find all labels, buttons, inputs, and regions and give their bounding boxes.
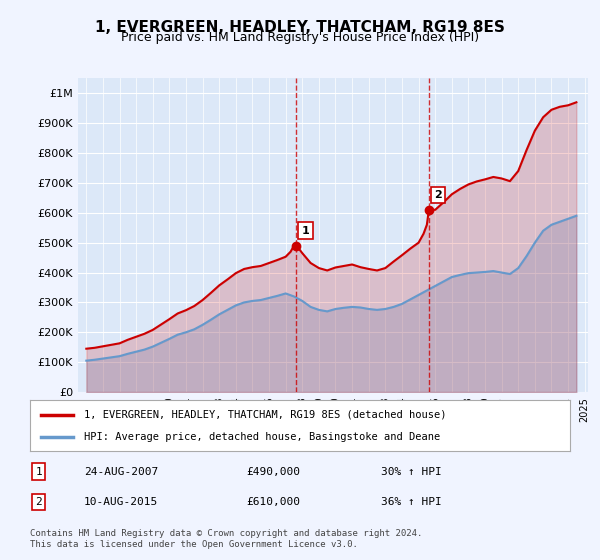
Text: 1: 1 [301,226,309,236]
Text: 1: 1 [35,467,42,477]
Text: HPI: Average price, detached house, Basingstoke and Deane: HPI: Average price, detached house, Basi… [84,432,440,442]
Text: 2: 2 [35,497,42,507]
Text: Price paid vs. HM Land Registry's House Price Index (HPI): Price paid vs. HM Land Registry's House … [121,31,479,44]
Text: 24-AUG-2007: 24-AUG-2007 [84,467,158,477]
Text: 30% ↑ HPI: 30% ↑ HPI [381,467,442,477]
Text: £490,000: £490,000 [246,467,300,477]
Text: 1, EVERGREEN, HEADLEY, THATCHAM, RG19 8ES: 1, EVERGREEN, HEADLEY, THATCHAM, RG19 8E… [95,20,505,35]
Text: 10-AUG-2015: 10-AUG-2015 [84,497,158,507]
Text: 2: 2 [434,190,442,200]
Text: £610,000: £610,000 [246,497,300,507]
Text: 1, EVERGREEN, HEADLEY, THATCHAM, RG19 8ES (detached house): 1, EVERGREEN, HEADLEY, THATCHAM, RG19 8E… [84,409,446,419]
Text: Contains HM Land Registry data © Crown copyright and database right 2024.
This d: Contains HM Land Registry data © Crown c… [30,529,422,549]
Text: 36% ↑ HPI: 36% ↑ HPI [381,497,442,507]
